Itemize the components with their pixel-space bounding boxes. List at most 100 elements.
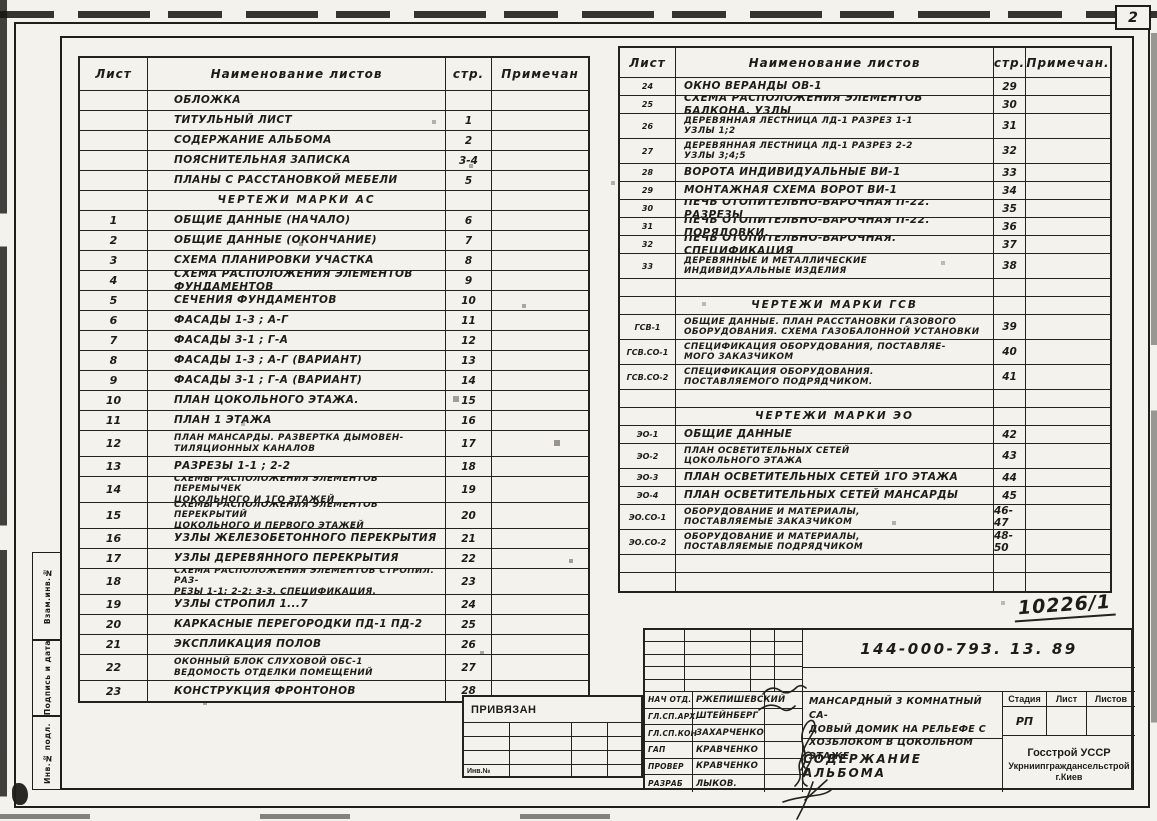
table-row: 8 ФАСАДЫ 1-3 ; А-Г (ВАРИАНТ) 13: [80, 351, 588, 371]
cell-note: [1026, 315, 1110, 339]
org-line: Госстрой УССР: [1027, 746, 1111, 759]
cell-note: [1026, 114, 1110, 138]
margin-stamp-inv-podl: Инв.№ подл.: [32, 716, 62, 790]
margin-label: Взам.инв.№: [42, 567, 52, 625]
cell-sheet-number: 9: [80, 371, 148, 390]
table-row: 17 УЗЛЫ ДЕРЕВЯННОГО ПЕРЕКРЫТИЯ 22: [80, 549, 588, 569]
table-row: 1 ОБЩИЕ ДАННЫЕ (НАЧАЛО) 6: [80, 211, 588, 231]
cell-page-number: 31: [994, 114, 1026, 138]
margin-stamp-podpis-data: Подпись и дата: [32, 640, 62, 716]
cell-sheet-name: ЭКСПЛИКАЦИЯ ПОЛОВ: [148, 635, 446, 654]
cell-sheet-number: [80, 111, 148, 130]
cell-sheet-name: МОНТАЖНАЯ СХЕМА ВОРОТ ВИ-1: [676, 182, 994, 199]
cell-note: [1026, 340, 1110, 364]
cell-sheet-number: 33: [620, 254, 676, 278]
org-line: г.Киев: [1055, 771, 1083, 782]
empty-cell: [608, 723, 641, 737]
cell-note: [1026, 408, 1110, 425]
cell-sheet-name: УЗЛЫ ДЕРЕВЯННОГО ПЕРЕКРЫТИЯ: [148, 549, 446, 568]
signature-cell: [765, 775, 802, 792]
cell-sheet-number: 1: [80, 211, 148, 230]
cell-page-number: 8: [446, 251, 492, 270]
cell-sheet-name: ПЛАН ОСВЕТИТЕЛЬНЫХ СЕТЕЙ 1ГО ЭТАЖА: [676, 469, 994, 486]
cell-page-number: 42: [994, 426, 1026, 443]
table-row: ЭО-3 ПЛАН ОСВЕТИТЕЛЬНЫХ СЕТЕЙ 1ГО ЭТАЖА 44: [620, 469, 1110, 487]
table-row: 11 ПЛАН 1 ЭТАЖА 16: [80, 411, 588, 431]
cell-sheet-number: [80, 191, 148, 210]
empty-cell: [685, 642, 751, 655]
cell-sheet-number: [80, 171, 148, 190]
empty-cell: [608, 765, 641, 778]
cell-sheet-number: 32: [620, 236, 676, 253]
cell-page-number: 5: [446, 171, 492, 190]
empty-cell: [645, 667, 685, 680]
cell-note: [492, 291, 588, 310]
cell-sheet-name: [676, 555, 994, 572]
cell-sheet-number: 7: [80, 331, 148, 350]
cell-sheet-name: ТИТУЛЬНЫЙ ЛИСТ: [148, 111, 446, 130]
cell-sheet-number: 8: [80, 351, 148, 370]
cell-note: [492, 151, 588, 170]
cell-sheet-name: СХЕМА РАСПОЛОЖЕНИЯ ЭЛЕМЕНТОВ ФУНДАМЕНТОВ: [148, 271, 446, 290]
cell-page-number: 6: [446, 211, 492, 230]
empty-cell: [510, 765, 572, 778]
role-name: ЛЫКОВ.: [693, 775, 765, 792]
cell-sheet-name: СХЕМЫ РАСПОЛОЖЕНИЯ ЭЛЕМЕНТОВ ПЕРЕМЫЧЕК Ц…: [148, 477, 446, 502]
org-line: Укрниипграждансельстрой: [1008, 760, 1130, 771]
sheet-outer-frame: [14, 22, 1150, 808]
table-row: 28 ВОРОТА ИНДИВИДУАЛЬНЫЕ ВИ-1 33: [620, 164, 1110, 182]
table-row: ЭО.СО-1 ОБОРУДОВАНИЕ И МАТЕРИАЛЫ, ПОСТАВЛ…: [620, 505, 1110, 530]
table-row: 26 ДЕРЕВЯННАЯ ЛЕСТНИЦА ЛД-1 РАЗРЕЗ 1-1 УЗ…: [620, 114, 1110, 139]
cell-sheet-name: СХЕМА РАСПОЛОЖЕНИЯ ЭЛЕМЕНТОВ БАЛКОНА. УЗ…: [676, 96, 994, 113]
stage-value-row: РП: [1002, 707, 1135, 736]
cell-sheet-number: ГСВ.СО-1: [620, 340, 676, 364]
table-row: 21 ЭКСПЛИКАЦИЯ ПОЛОВ 26: [80, 635, 588, 655]
cell-note: [492, 171, 588, 190]
cell-note: [492, 111, 588, 130]
table-row: 3 СХЕМА ПЛАНИРОВКИ УЧАСТКА 8: [80, 251, 588, 271]
table-row: [620, 555, 1110, 573]
cell-sheet-name: ДЕРЕВЯННАЯ ЛЕСТНИЦА ЛД-1 РАЗРЕЗ 2-2 УЗЛЫ…: [676, 139, 994, 163]
cell-page-number: 26: [446, 635, 492, 654]
empty-cell: [775, 630, 802, 643]
cell-sheet-name: ПЕЧЬ ОТОПИТЕЛЬНО-ВАРОЧНАЯ. СПЕЦИФИКАЦИЯ: [676, 236, 994, 253]
role-name: ШТЕЙНБЕРГ: [693, 708, 765, 725]
cell-page-number: 22: [446, 549, 492, 568]
cell-note: [1026, 573, 1110, 591]
header-sheet: Лист: [80, 58, 148, 90]
table-row: 32 ПЕЧЬ ОТОПИТЕЛЬНО-ВАРОЧНАЯ. СПЕЦИФИКАЦИ…: [620, 236, 1110, 254]
cell-note: [1026, 469, 1110, 486]
cell-sheet-number: 29: [620, 182, 676, 199]
revision-grid: [645, 630, 802, 692]
cell-page-number: 24: [446, 595, 492, 614]
table-row: 31 ПЕЧЬ ОТОПИТЕЛЬНО-ВАРОЧНАЯ П-22. ПОРЯДО…: [620, 218, 1110, 236]
cell-page-number: 20: [446, 503, 492, 528]
cell-note: [1026, 236, 1110, 253]
cell-page-number: 44: [994, 469, 1026, 486]
table-row: 13 РАЗРЕЗЫ 1-1 ; 2-2 18: [80, 457, 588, 477]
empty-cell: [464, 723, 510, 737]
cell-sheet-name: ПЛАН ЦОКОЛЬНОГО ЭТАЖА.: [148, 391, 446, 410]
table-row: 33 ДЕРЕВЯННЫЕ И МЕТАЛЛИЧЕСКИЕ ИНДИВИДУАЛЬ…: [620, 254, 1110, 279]
cell-sheet-name: ОБЩИЕ ДАННЫЕ (НАЧАЛО): [148, 211, 446, 230]
empty-cell: [464, 751, 510, 765]
cell-note: [492, 595, 588, 614]
cell-page-number: 17: [446, 431, 492, 456]
margin-label: Инв.№ подл.: [42, 722, 52, 784]
empty-cell: [510, 751, 572, 765]
empty-cell: [645, 642, 685, 655]
cell-note: [492, 191, 588, 210]
cell-sheet-number: 10: [80, 391, 148, 410]
cell-page-number: 10: [446, 291, 492, 310]
cell-sheet-number: 16: [80, 529, 148, 548]
cell-page-number: 35: [994, 200, 1026, 217]
cell-page-number: 33: [994, 164, 1026, 181]
cell-note: [492, 457, 588, 476]
table-row: ЭО-2 ПЛАН ОСВЕТИТЕЛЬНЫХ СЕТЕЙ ЦОКОЛЬНОГО …: [620, 444, 1110, 469]
sheets-label: Листов: [1094, 694, 1128, 704]
cell-sheet-name: ДЕРЕВЯННЫЕ И МЕТАЛЛИЧЕСКИЕ ИНДИВИДУАЛЬНЫ…: [676, 254, 994, 278]
table-row: 16 УЗЛЫ ЖЕЛЕЗОБЕТОННОГО ПЕРЕКРЫТИЯ 21: [80, 529, 588, 549]
cell-sheet-number: 6: [80, 311, 148, 330]
cell-page-number: [446, 91, 492, 110]
cell-page-number: 36: [994, 218, 1026, 235]
